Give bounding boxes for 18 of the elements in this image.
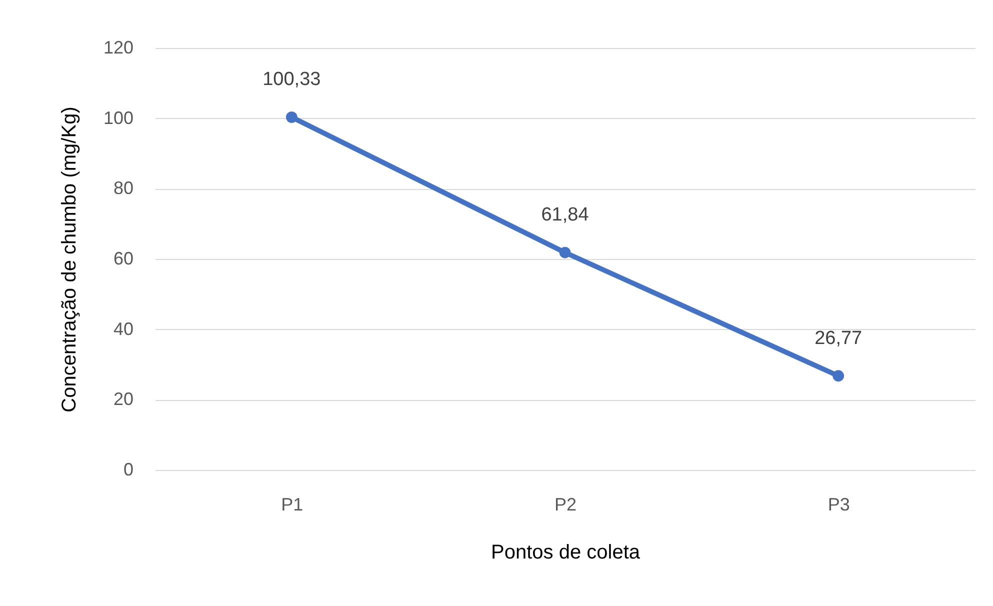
y-tick-label: 120 [103,38,134,58]
y-tick-label: 0 [123,460,134,480]
y-tick-label: 20 [113,389,134,410]
point [286,111,298,123]
x-tick-label: P1 [281,494,304,514]
data-label: 100,33 [262,69,321,90]
data-label: 61,84 [541,204,590,226]
y-tick-label: 60 [113,248,134,268]
point [559,246,571,258]
y-tick-label: 80 [113,178,134,198]
x-tick-label: P3 [828,494,850,514]
x-axis-title: Pontos de coleta [491,542,641,564]
y-tick-label: 40 [113,318,134,339]
y-tick-label: 100 [103,108,134,128]
y-axis-title: Concentração de chumbo (mg/Kg) [58,106,80,412]
x-tick-label: P2 [554,494,577,514]
point [832,370,844,382]
data-label: 26,77 [814,328,862,349]
